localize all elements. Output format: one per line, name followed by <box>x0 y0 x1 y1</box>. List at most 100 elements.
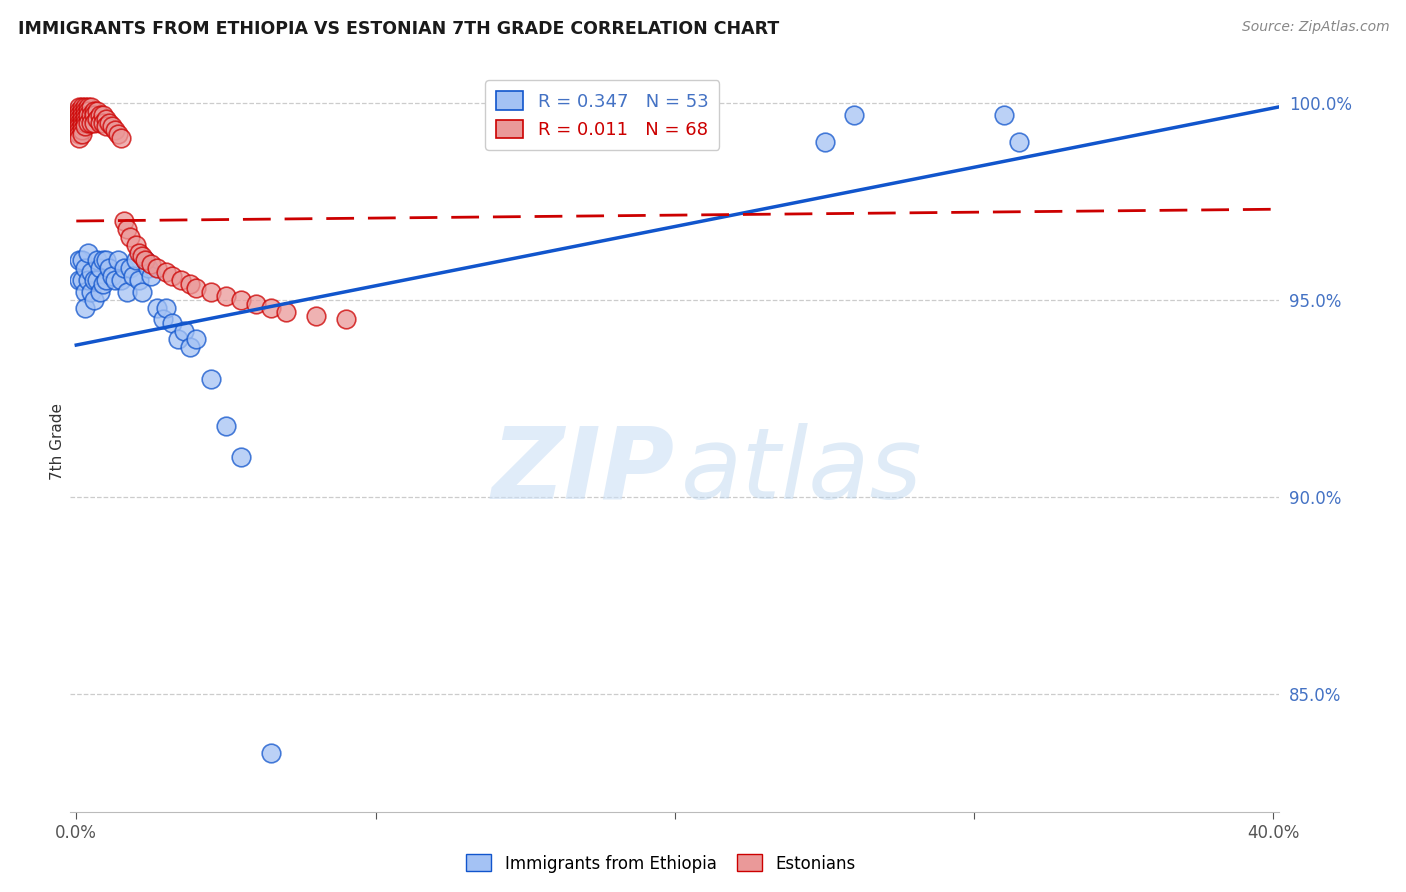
Point <box>89 108 111 122</box>
Point <box>80 108 103 122</box>
Point <box>67 123 90 137</box>
Point <box>110 273 132 287</box>
Point <box>67 115 90 129</box>
Point <box>200 371 222 385</box>
Point <box>96 120 118 134</box>
Point <box>101 269 124 284</box>
Point <box>134 253 156 268</box>
Y-axis label: 7th Grade: 7th Grade <box>49 403 65 480</box>
Point <box>72 253 94 268</box>
Point <box>77 103 100 118</box>
Point <box>104 273 127 287</box>
Point <box>72 123 94 137</box>
Point <box>125 237 148 252</box>
Point <box>83 115 105 129</box>
Point <box>86 112 108 126</box>
Legend: Immigrants from Ethiopia, Estonians: Immigrants from Ethiopia, Estonians <box>460 847 862 880</box>
Point <box>89 115 111 129</box>
Point <box>160 269 183 284</box>
Point <box>91 277 114 291</box>
Point <box>184 332 207 346</box>
Point <box>993 108 1015 122</box>
Point <box>335 312 357 326</box>
Point <box>110 131 132 145</box>
Point <box>693 115 716 129</box>
Point <box>98 115 121 129</box>
Point <box>86 103 108 118</box>
Point <box>152 312 174 326</box>
Point <box>67 253 90 268</box>
Point <box>77 100 100 114</box>
Point <box>112 261 135 276</box>
Point <box>229 450 252 465</box>
Point <box>305 309 328 323</box>
Point <box>115 285 138 299</box>
Point <box>83 293 105 307</box>
Point <box>67 128 90 142</box>
Text: Source: ZipAtlas.com: Source: ZipAtlas.com <box>1241 20 1389 34</box>
Point <box>75 100 97 114</box>
Point <box>134 253 156 268</box>
Point <box>813 135 835 149</box>
Point <box>67 108 90 122</box>
Point <box>120 229 142 244</box>
Point <box>229 293 252 307</box>
Text: atlas: atlas <box>681 423 922 520</box>
Point <box>215 289 238 303</box>
Point <box>80 285 103 299</box>
Point <box>98 261 121 276</box>
Point <box>80 265 103 279</box>
Point <box>260 301 283 315</box>
Point <box>75 112 97 126</box>
Point <box>128 245 150 260</box>
Point <box>83 273 105 287</box>
Point <box>75 285 97 299</box>
Point <box>107 253 129 268</box>
Point <box>146 301 169 315</box>
Point <box>75 103 97 118</box>
Point <box>72 273 94 287</box>
Point <box>91 115 114 129</box>
Point <box>75 301 97 315</box>
Point <box>184 281 207 295</box>
Point <box>104 123 127 137</box>
Point <box>170 273 193 287</box>
Point <box>67 120 90 134</box>
Point <box>75 261 97 276</box>
Point <box>77 273 100 287</box>
Point <box>179 340 201 354</box>
Point <box>136 261 159 276</box>
Point <box>101 120 124 134</box>
Point <box>215 418 238 433</box>
Point <box>80 115 103 129</box>
Point <box>107 128 129 142</box>
Point <box>86 273 108 287</box>
Point <box>128 273 150 287</box>
Point <box>91 108 114 122</box>
Point <box>80 100 103 114</box>
Point <box>139 269 162 284</box>
Point <box>200 285 222 299</box>
Point <box>1008 135 1031 149</box>
Point <box>96 112 118 126</box>
Point <box>173 324 195 338</box>
Text: ZIP: ZIP <box>492 423 675 520</box>
Point <box>75 108 97 122</box>
Point <box>72 128 94 142</box>
Point <box>131 285 153 299</box>
Point <box>96 273 118 287</box>
Point <box>77 108 100 122</box>
Point <box>139 257 162 271</box>
Point <box>72 115 94 129</box>
Legend: R = 0.347   N = 53, R = 0.011   N = 68: R = 0.347 N = 53, R = 0.011 N = 68 <box>485 80 720 150</box>
Point <box>89 285 111 299</box>
Text: IMMIGRANTS FROM ETHIOPIA VS ESTONIAN 7TH GRADE CORRELATION CHART: IMMIGRANTS FROM ETHIOPIA VS ESTONIAN 7TH… <box>18 20 779 37</box>
Point <box>91 253 114 268</box>
Point <box>260 746 283 760</box>
Point <box>155 265 177 279</box>
Point <box>155 301 177 315</box>
Point <box>72 108 94 122</box>
Point <box>89 261 111 276</box>
Point <box>160 317 183 331</box>
Point <box>179 277 201 291</box>
